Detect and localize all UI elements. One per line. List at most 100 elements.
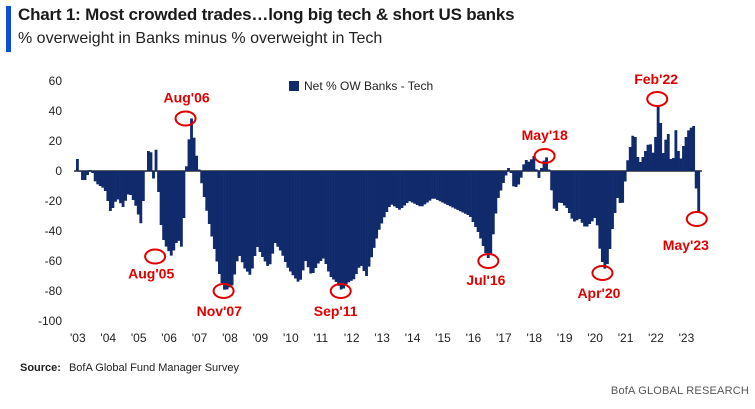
data-bar	[283, 171, 287, 262]
data-bar	[329, 171, 333, 277]
x-tick-label: '16	[466, 331, 482, 345]
data-bar	[423, 171, 427, 205]
data-bar	[263, 171, 267, 262]
data-bar	[448, 171, 452, 207]
x-tick-label: '13	[374, 331, 390, 345]
x-tick-label: '07	[192, 331, 208, 345]
x-tick-label: '22	[648, 331, 664, 345]
data-bar	[98, 171, 102, 186]
data-bar	[108, 171, 112, 211]
data-bar	[545, 157, 548, 171]
data-bar	[486, 171, 490, 258]
annotation-label: May'18	[522, 127, 568, 143]
bars-layer	[76, 105, 701, 290]
annotation-label: Jul'16	[466, 272, 505, 288]
data-bar	[476, 171, 480, 232]
data-bar	[278, 171, 282, 251]
data-bar	[433, 171, 437, 199]
data-bar	[185, 166, 188, 171]
data-bar	[352, 171, 356, 280]
data-bar	[233, 171, 237, 275]
data-bar	[413, 171, 417, 204]
y-tick-label: 20	[49, 134, 63, 148]
data-bar	[114, 171, 117, 202]
data-bar	[306, 171, 310, 268]
data-bar	[441, 171, 445, 203]
data-bar	[314, 171, 318, 268]
data-bar	[218, 171, 221, 274]
data-bar	[496, 171, 500, 198]
data-bar	[202, 171, 206, 197]
data-bar	[595, 171, 599, 226]
data-bar	[116, 171, 120, 200]
data-bar	[147, 151, 150, 171]
data-bar	[159, 171, 163, 225]
data-bar	[537, 171, 541, 178]
data-bar	[519, 171, 523, 178]
data-bar	[463, 171, 467, 214]
data-bar	[590, 171, 594, 222]
data-bar	[154, 149, 158, 171]
data-bar	[684, 137, 688, 171]
data-bar	[659, 123, 663, 171]
x-tick-label: '04	[100, 331, 116, 345]
data-bar	[456, 171, 460, 210]
data-bar	[514, 171, 518, 187]
annotation-circle	[174, 110, 197, 127]
data-bar	[431, 171, 434, 199]
data-bar	[443, 171, 447, 204]
annotation-label: May'23	[663, 237, 709, 253]
y-tick-label: -100	[38, 314, 62, 328]
chart-title: Chart 1: Most crowded trades…long big te…	[18, 5, 515, 24]
data-bar	[210, 171, 214, 237]
data-bar	[182, 171, 186, 218]
data-bar	[471, 171, 475, 222]
data-bar	[550, 171, 554, 191]
annotation-label: Aug'05	[128, 266, 174, 282]
data-bar	[157, 171, 160, 192]
data-bar	[656, 105, 660, 171]
annotation-label: Feb'22	[634, 71, 678, 87]
annotation-circle	[591, 265, 614, 281]
data-bar	[420, 171, 424, 207]
data-bar	[461, 171, 465, 213]
data-bar	[248, 171, 252, 275]
x-tick-label: '08	[222, 331, 238, 345]
data-bar	[621, 171, 625, 203]
data-bar	[126, 171, 130, 195]
data-bar	[611, 171, 614, 229]
data-bar	[481, 171, 485, 246]
data-bar	[197, 169, 201, 171]
data-bar	[253, 171, 257, 256]
source-label: Source:	[20, 362, 61, 374]
data-bar	[583, 171, 587, 227]
data-bar	[398, 171, 401, 210]
data-bar	[524, 160, 528, 171]
data-bar	[504, 171, 508, 176]
data-bar	[458, 171, 462, 212]
data-bar	[207, 171, 211, 224]
data-bar	[555, 171, 559, 211]
data-bar	[425, 171, 429, 203]
data-bar	[560, 171, 564, 203]
data-bar	[139, 171, 143, 224]
data-bar	[360, 171, 363, 266]
data-bar	[311, 171, 315, 273]
data-bar	[644, 151, 647, 171]
data-bar	[651, 152, 655, 171]
data-bar	[502, 171, 505, 183]
y-tick-label: -40	[45, 224, 63, 238]
x-tick-label: '15	[435, 331, 451, 345]
data-bar	[200, 171, 204, 184]
annotation-layer: Aug'05 Aug'06 Nov'07 Sep'11 Jul'16 May'18 Apr'…	[128, 71, 709, 319]
data-bar	[258, 171, 262, 252]
data-bar	[124, 171, 128, 201]
data-bar	[225, 171, 229, 290]
legend-label: Net % OW Banks - Tech	[304, 79, 433, 93]
data-bar	[410, 171, 414, 203]
data-bar	[529, 159, 533, 171]
data-bar	[689, 127, 693, 171]
data-bar	[654, 137, 658, 171]
data-bar	[111, 171, 115, 208]
footer-brand: BofA GLOBAL RESEARCH	[610, 385, 749, 397]
